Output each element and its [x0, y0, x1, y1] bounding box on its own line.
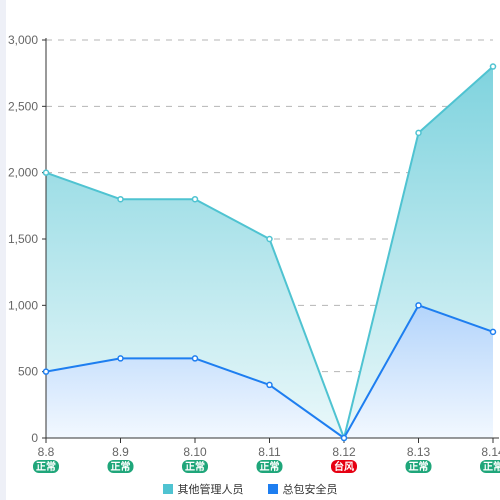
status-badge-bg-4: [331, 460, 357, 473]
series-0-point-2: [191, 195, 199, 203]
x-tick-label-6: 8.14: [481, 445, 500, 459]
series-0-point-5: [415, 129, 422, 137]
status-badge-label-6: 正常: [483, 460, 500, 473]
series-1-point-3: [266, 381, 273, 389]
x-tick-label-0: 8.8: [38, 445, 55, 459]
status-badge-3: 正常: [256, 460, 283, 473]
series-points: [42, 63, 497, 442]
series-0-point-6: [489, 63, 497, 70]
y-tick-label-3: 1,500: [8, 232, 38, 246]
status-badge-4: 台风: [331, 460, 357, 473]
y-tick-label-0: 0: [31, 431, 38, 445]
status-badge-label-2: 正常: [185, 460, 205, 473]
status-badge-bg-3: [256, 460, 283, 473]
y-tick-label-2: 1,000: [8, 298, 38, 312]
series-1-point-5: [415, 302, 422, 309]
legend-item-1[interactable]: 总包安全员: [267, 481, 338, 497]
left-edge-strip: [0, 0, 6, 500]
status-badge-bg-0: [33, 460, 59, 473]
status-badge-bg-5: [405, 460, 432, 473]
series-area-1: [46, 305, 493, 438]
status-badge-bg-6: [480, 460, 500, 473]
series-1-point-2: [191, 355, 199, 362]
y-tick-label-4: 2,000: [8, 166, 38, 180]
x-tick-label-4: 8.12: [332, 445, 356, 459]
status-badge-bg-2: [182, 460, 208, 473]
legend-swatch-1: [267, 484, 278, 494]
series-1-point-0: [42, 368, 50, 375]
series-1-point-6: [489, 328, 497, 336]
legend-swatch-0: [162, 484, 173, 494]
x-tick-label-5: 8.13: [407, 445, 431, 459]
status-badge-1: 正常: [107, 460, 134, 473]
series-1-point-1: [117, 355, 124, 362]
status-badges: 正常 正常 正常 正常 台风 正常 正常: [33, 460, 500, 473]
series-areas: [46, 66, 493, 439]
legend: 其他管理人员 总包安全员: [0, 481, 500, 497]
x-tick-label-2: 8.10: [183, 445, 207, 459]
status-badge-label-0: 正常: [36, 460, 56, 473]
legend-item-0[interactable]: 其他管理人员: [162, 481, 244, 497]
series-0-point-1: [117, 195, 124, 203]
series-0-point-3: [266, 235, 273, 243]
y-tick-label-6: 3,000: [8, 33, 38, 47]
status-badge-label-3: 正常: [260, 460, 280, 473]
x-tick-label-1: 8.9: [112, 445, 129, 459]
series-area-0: [46, 66, 493, 439]
series-0-point-0: [42, 169, 50, 176]
x-tick-label-3: 8.11: [258, 445, 281, 459]
series-1-point-4: [340, 434, 348, 442]
legend-label-1: 总包安全员: [282, 484, 338, 496]
legend-label-0: 其他管理人员: [177, 484, 244, 496]
status-badge-0: 正常: [33, 460, 59, 473]
status-badge-label-4: 台风: [334, 460, 354, 473]
y-tick-label-5: 2,500: [8, 99, 38, 113]
status-badge-5: 正常: [405, 460, 432, 473]
area-chart: 0 500 1,000 1,500 2,000 2,500 3,000 8.8 8.9 8.10 8…: [8, 33, 500, 473]
status-badge-label-5: 正常: [409, 460, 429, 473]
y-tick-label-1: 500: [18, 365, 38, 379]
status-badge-6: 正常: [480, 460, 500, 473]
status-badge-bg-1: [107, 460, 134, 473]
tick-labels: 0 500 1,000 1,500 2,000 2,500 3,000 8.8 8.9 8.10 8…: [8, 33, 500, 459]
status-badge-label-1: 正常: [111, 460, 131, 473]
status-badge-2: 正常: [182, 460, 208, 473]
